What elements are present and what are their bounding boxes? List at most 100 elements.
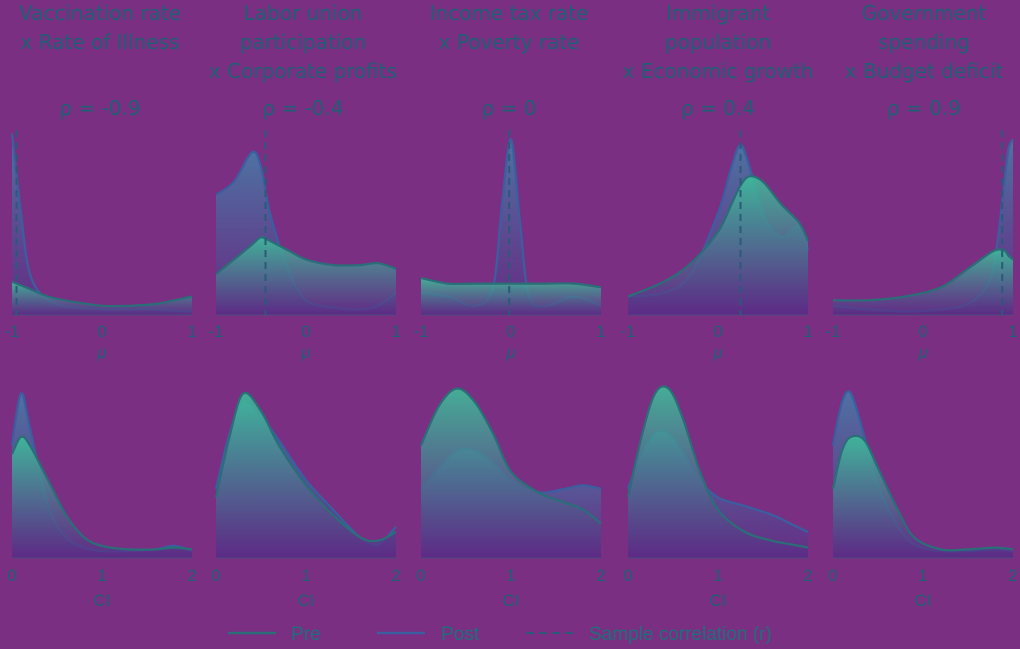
panel-title-line: Labor union — [244, 1, 363, 25]
panel-title-line: Immigrant — [666, 1, 770, 25]
x-tick-label: 1 — [596, 322, 605, 341]
x-tick-label: -1 — [620, 322, 635, 341]
panel-title-3: Income tax rate x Poverty rate — [430, 1, 589, 54]
x-tick-label: 0 — [713, 322, 722, 341]
post-density-line — [10, 133, 193, 313]
panel-title-line: x Budget deficit — [845, 59, 1004, 83]
x-axis-label: CI — [298, 591, 315, 610]
subplot-ci-3: 0 1 2 CI — [416, 387, 606, 610]
x-tick-label: 1 — [506, 566, 515, 585]
pre-density-line — [420, 276, 602, 289]
panel-title-line: Vaccination rate — [19, 1, 181, 25]
panel-title-line: participation — [240, 30, 366, 54]
pre-density-line — [627, 175, 810, 298]
x-axis-label: μ — [917, 343, 928, 362]
x-tick-label: 2 — [1008, 566, 1017, 585]
x-axis-label: CI — [94, 591, 111, 610]
x-tick-label: 0 — [828, 566, 837, 585]
rho-label: ρ = 0.4 — [681, 96, 755, 120]
rho-label: ρ = -0.9 — [59, 96, 140, 120]
x-tick-label: 1 — [187, 322, 196, 341]
rho-label: ρ = -0.4 — [262, 96, 343, 120]
x-tick-label: 0 — [211, 566, 220, 585]
panel-title-1: Vaccination rate x Rate of Illness — [19, 1, 181, 54]
panel-title-line: population — [665, 30, 771, 54]
x-axis-label: μ — [300, 343, 311, 362]
pre-density-area — [12, 436, 192, 558]
pre-density-area — [216, 237, 396, 315]
x-tick-label: 1 — [97, 566, 106, 585]
pre-density-area — [628, 386, 808, 558]
legend-post-label: Post — [441, 624, 480, 645]
pre-density-line — [214, 391, 397, 543]
x-tick-label: 0 — [623, 566, 632, 585]
x-tick-label: 0 — [7, 566, 16, 585]
subplot-ci-5: 0 1 2 CI — [828, 390, 1018, 610]
subplot-ci-1: 0 1 2 CI — [7, 392, 197, 610]
pre-density-area — [216, 392, 396, 558]
panel-title-line: spending — [878, 30, 970, 54]
subplot-ci-2: 0 1 2 CI — [211, 391, 401, 610]
pre-density-area — [833, 249, 1013, 315]
x-tick-label: 0 — [97, 322, 106, 341]
x-tick-label: 1 — [391, 322, 400, 341]
x-tick-label: 2 — [187, 566, 196, 585]
rho-label: ρ = 0.9 — [887, 96, 961, 120]
subplot-mu-5: -1 0 1 μ — [825, 130, 1018, 362]
pre-density-line — [832, 248, 1014, 302]
pre-density-line — [831, 434, 1014, 552]
panel-title-line: Income tax rate — [430, 1, 589, 25]
pre-density-line — [11, 435, 193, 551]
post-density-area — [12, 133, 192, 315]
pre-density-line — [626, 385, 809, 549]
pre-density-area — [833, 435, 1013, 558]
legend-pre-label: Pre — [291, 624, 321, 645]
pre-density-line — [215, 236, 397, 276]
panel-title-line: x Economic growth — [623, 59, 814, 83]
subplot-mu-4: -1 0 1 μ — [620, 130, 813, 362]
x-tick-label: -1 — [825, 322, 840, 341]
pre-density-area — [421, 278, 601, 315]
x-axis-label: CI — [503, 591, 520, 610]
x-tick-label: 2 — [596, 566, 605, 585]
x-tick-label: -1 — [413, 322, 428, 341]
panel-title-line: Government — [862, 1, 987, 25]
subplot-mu-1: -1 0 1 μ — [4, 130, 197, 362]
x-tick-label: -1 — [208, 322, 223, 341]
panel-title-4: Immigrant population x Economic growth — [623, 1, 814, 83]
pre-density-line — [11, 280, 193, 308]
x-tick-label: 0 — [506, 322, 515, 341]
pre-density-line — [419, 387, 602, 525]
x-axis-label: μ — [505, 343, 516, 362]
pre-density-area — [12, 281, 192, 315]
x-axis-label: CI — [710, 591, 727, 610]
x-tick-label: 0 — [918, 322, 927, 341]
x-tick-label: 1 — [918, 566, 927, 585]
x-tick-label: -1 — [4, 322, 19, 341]
x-tick-label: 2 — [803, 566, 812, 585]
x-tick-label: 2 — [391, 566, 400, 585]
legend-sample-label: Sample correlation (r) — [589, 624, 772, 645]
x-tick-label: 0 — [416, 566, 425, 585]
x-tick-label: 1 — [713, 566, 722, 585]
x-tick-label: 1 — [1008, 322, 1017, 341]
rho-label: ρ = 0 — [482, 96, 537, 120]
subplot-ci-4: 0 1 2 CI — [623, 385, 813, 610]
x-tick-label: 1 — [301, 566, 310, 585]
panel-title-line: x Poverty rate — [439, 30, 580, 54]
post-density-area — [421, 139, 601, 315]
x-tick-label: 0 — [301, 322, 310, 341]
panels-layer: Vaccination rate x Rate of Illness ρ = -0.… — [4, 1, 1017, 610]
panel-title-line: x Rate of Illness — [21, 30, 180, 54]
x-axis-label: μ — [712, 343, 723, 362]
x-axis-label: μ — [96, 343, 107, 362]
subplot-mu-2: -1 0 1 μ — [208, 130, 401, 362]
pre-density-area — [628, 176, 808, 315]
subplot-mu-3: -1 0 1 μ — [413, 130, 606, 362]
x-tick-label: 1 — [803, 322, 812, 341]
legend: Pre Post Sample correlation (r) — [228, 624, 772, 645]
panel-title-5: Government spending x Budget deficit — [845, 1, 1004, 83]
panel-title-2: Labor union participation x Corporate prof… — [209, 1, 397, 83]
panel-title-line: x Corporate profits — [209, 59, 397, 83]
